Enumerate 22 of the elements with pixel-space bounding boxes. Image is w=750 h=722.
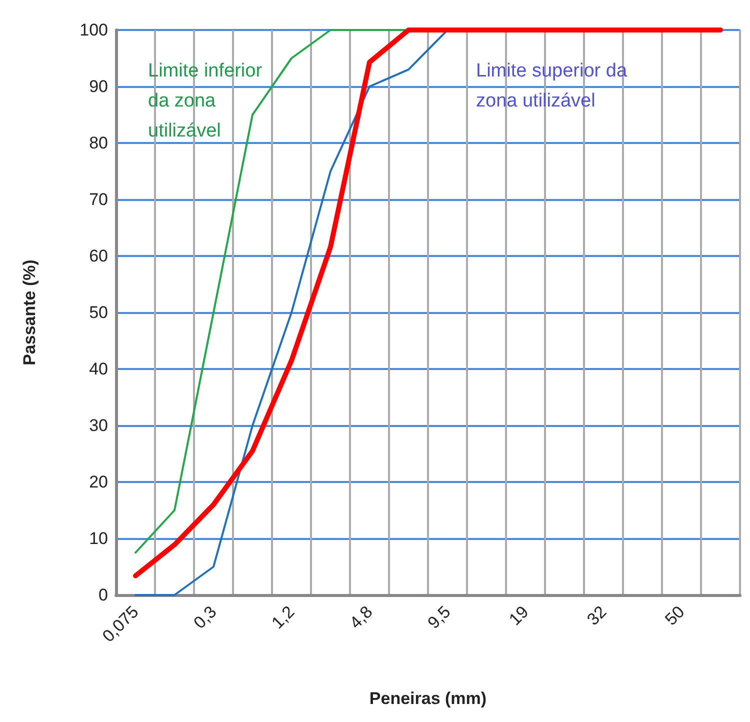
annotation: Limite inferior da zona utilizável [148, 60, 263, 142]
y-tick-label: 30 [89, 416, 108, 435]
x-tick-label: 50 [661, 602, 688, 630]
y-tick-label: 40 [89, 360, 108, 378]
y-tick-label: 20 [89, 472, 108, 492]
x-tick-label: 4,8 [346, 602, 376, 632]
x-tick-label: 0,3 [190, 602, 220, 632]
y-tick-label: 70 [89, 190, 108, 209]
y-tick-label: 90 [89, 77, 108, 96]
annotation: Limite superior da zona utilizável [476, 60, 628, 112]
y-tick-label: 10 [89, 529, 108, 548]
x-tick-label: 1,2 [268, 602, 298, 632]
x-tick-label: 19 [505, 602, 532, 630]
x-tick-label: 9,5 [424, 602, 454, 632]
y-tick-label: 60 [89, 246, 108, 266]
y-tick-label: 80 [89, 134, 108, 152]
x-axis-title: Peneiras (mm) [369, 689, 487, 708]
y-axis-title: Passante (%) [20, 260, 39, 366]
y-tick-label: 50 [89, 303, 108, 322]
y-tick-label: 0 [98, 586, 108, 604]
x-tick-label: 32 [583, 602, 610, 630]
y-tick-label: 100 [80, 20, 108, 40]
